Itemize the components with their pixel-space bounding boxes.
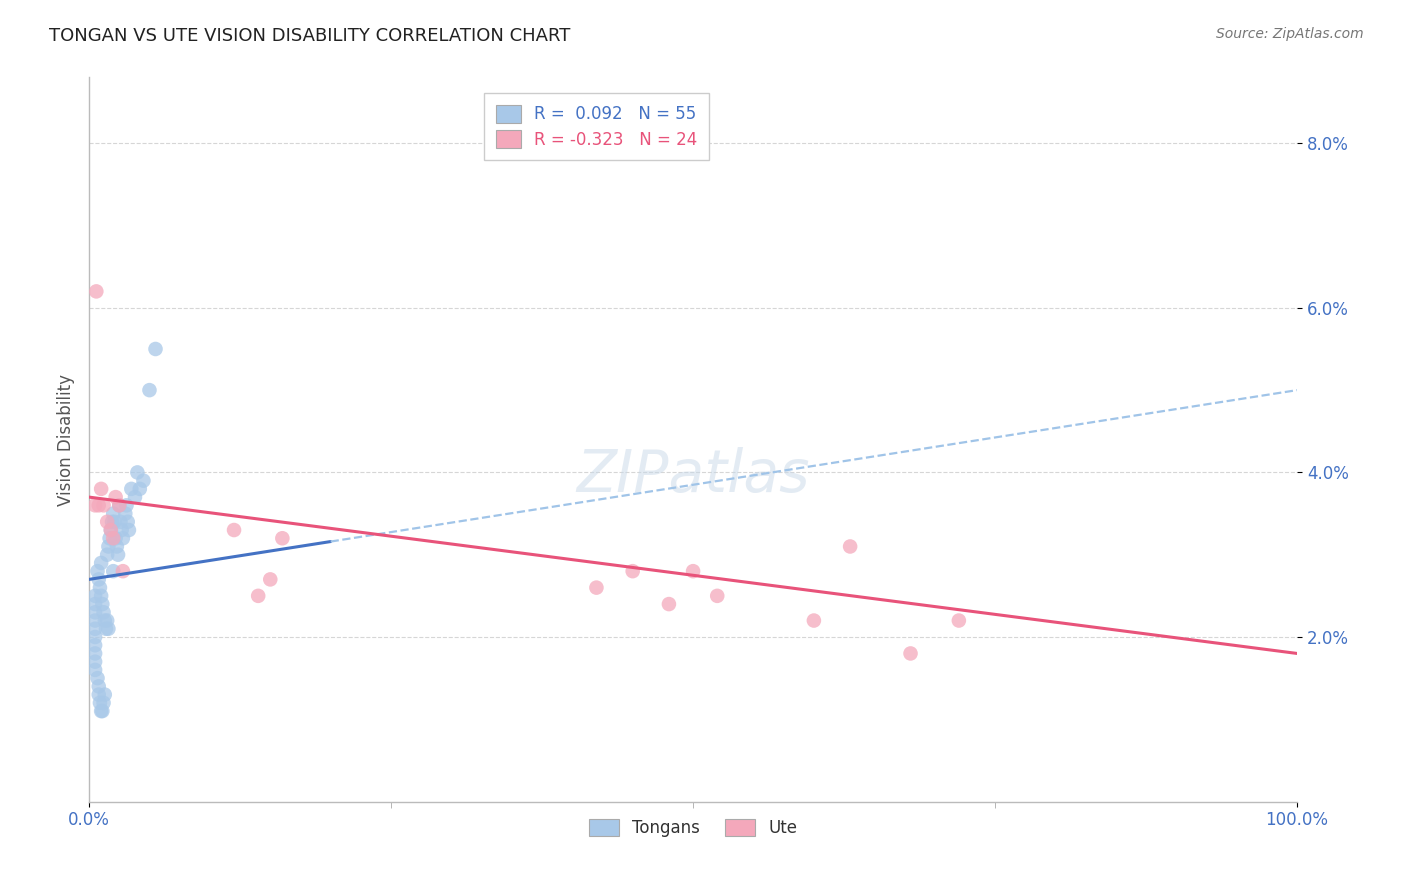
Text: ZIPatlas: ZIPatlas — [576, 447, 810, 504]
Point — [103, 507, 125, 521]
Point — [103, 531, 125, 545]
Point — [84, 622, 107, 636]
Point — [138, 383, 160, 397]
Text: TONGAN VS UTE VISION DISABILITY CORRELATION CHART: TONGAN VS UTE VISION DISABILITY CORRELAT… — [49, 27, 571, 45]
Point — [111, 523, 134, 537]
Point — [104, 531, 127, 545]
Point — [97, 622, 120, 636]
Point — [96, 548, 118, 562]
Point — [84, 499, 107, 513]
Point — [105, 540, 128, 554]
Point — [87, 573, 110, 587]
Point — [87, 499, 110, 513]
Point — [120, 482, 142, 496]
Point — [84, 605, 107, 619]
Point — [100, 523, 122, 537]
Point — [803, 614, 825, 628]
Point — [114, 507, 136, 521]
Point — [84, 614, 107, 628]
Point — [90, 482, 112, 496]
Point — [86, 285, 108, 299]
Y-axis label: Vision Disability: Vision Disability — [58, 374, 75, 506]
Point — [91, 704, 114, 718]
Point — [84, 589, 107, 603]
Point — [222, 523, 245, 537]
Point — [98, 531, 121, 545]
Point — [110, 515, 132, 529]
Point — [91, 597, 114, 611]
Legend: Tongans, Ute: Tongans, Ute — [582, 813, 804, 844]
Point — [900, 647, 922, 661]
Point — [111, 564, 134, 578]
Point — [103, 515, 125, 529]
Point — [247, 589, 270, 603]
Point — [94, 622, 117, 636]
Point — [145, 342, 167, 356]
Point — [259, 573, 281, 587]
Point — [93, 499, 115, 513]
Point — [101, 515, 124, 529]
Point — [100, 523, 122, 537]
Point — [84, 638, 107, 652]
Point — [107, 548, 129, 562]
Point — [115, 499, 138, 513]
Point — [87, 679, 110, 693]
Point — [948, 614, 970, 628]
Point — [90, 589, 112, 603]
Point — [108, 499, 131, 513]
Point — [127, 466, 149, 480]
Point — [118, 523, 141, 537]
Text: Source: ZipAtlas.com: Source: ZipAtlas.com — [1216, 27, 1364, 41]
Point — [90, 556, 112, 570]
Point — [839, 540, 862, 554]
Point — [108, 499, 131, 513]
Point — [132, 474, 155, 488]
Point — [682, 564, 704, 578]
Point — [111, 531, 134, 545]
Point — [271, 531, 294, 545]
Point — [103, 564, 125, 578]
Point — [94, 614, 117, 628]
Point — [621, 564, 644, 578]
Point — [585, 581, 607, 595]
Point — [93, 605, 115, 619]
Point — [86, 671, 108, 685]
Point — [90, 704, 112, 718]
Point — [84, 655, 107, 669]
Point — [89, 581, 111, 595]
Point — [706, 589, 728, 603]
Point — [128, 482, 150, 496]
Point — [93, 696, 115, 710]
Point — [658, 597, 681, 611]
Point — [84, 630, 107, 644]
Point — [84, 663, 107, 677]
Point — [96, 515, 118, 529]
Point — [96, 614, 118, 628]
Point — [124, 490, 146, 504]
Point — [97, 540, 120, 554]
Point — [117, 515, 139, 529]
Point — [104, 490, 127, 504]
Point — [84, 597, 107, 611]
Point — [94, 688, 117, 702]
Point — [87, 688, 110, 702]
Point — [84, 647, 107, 661]
Point — [86, 564, 108, 578]
Point — [89, 696, 111, 710]
